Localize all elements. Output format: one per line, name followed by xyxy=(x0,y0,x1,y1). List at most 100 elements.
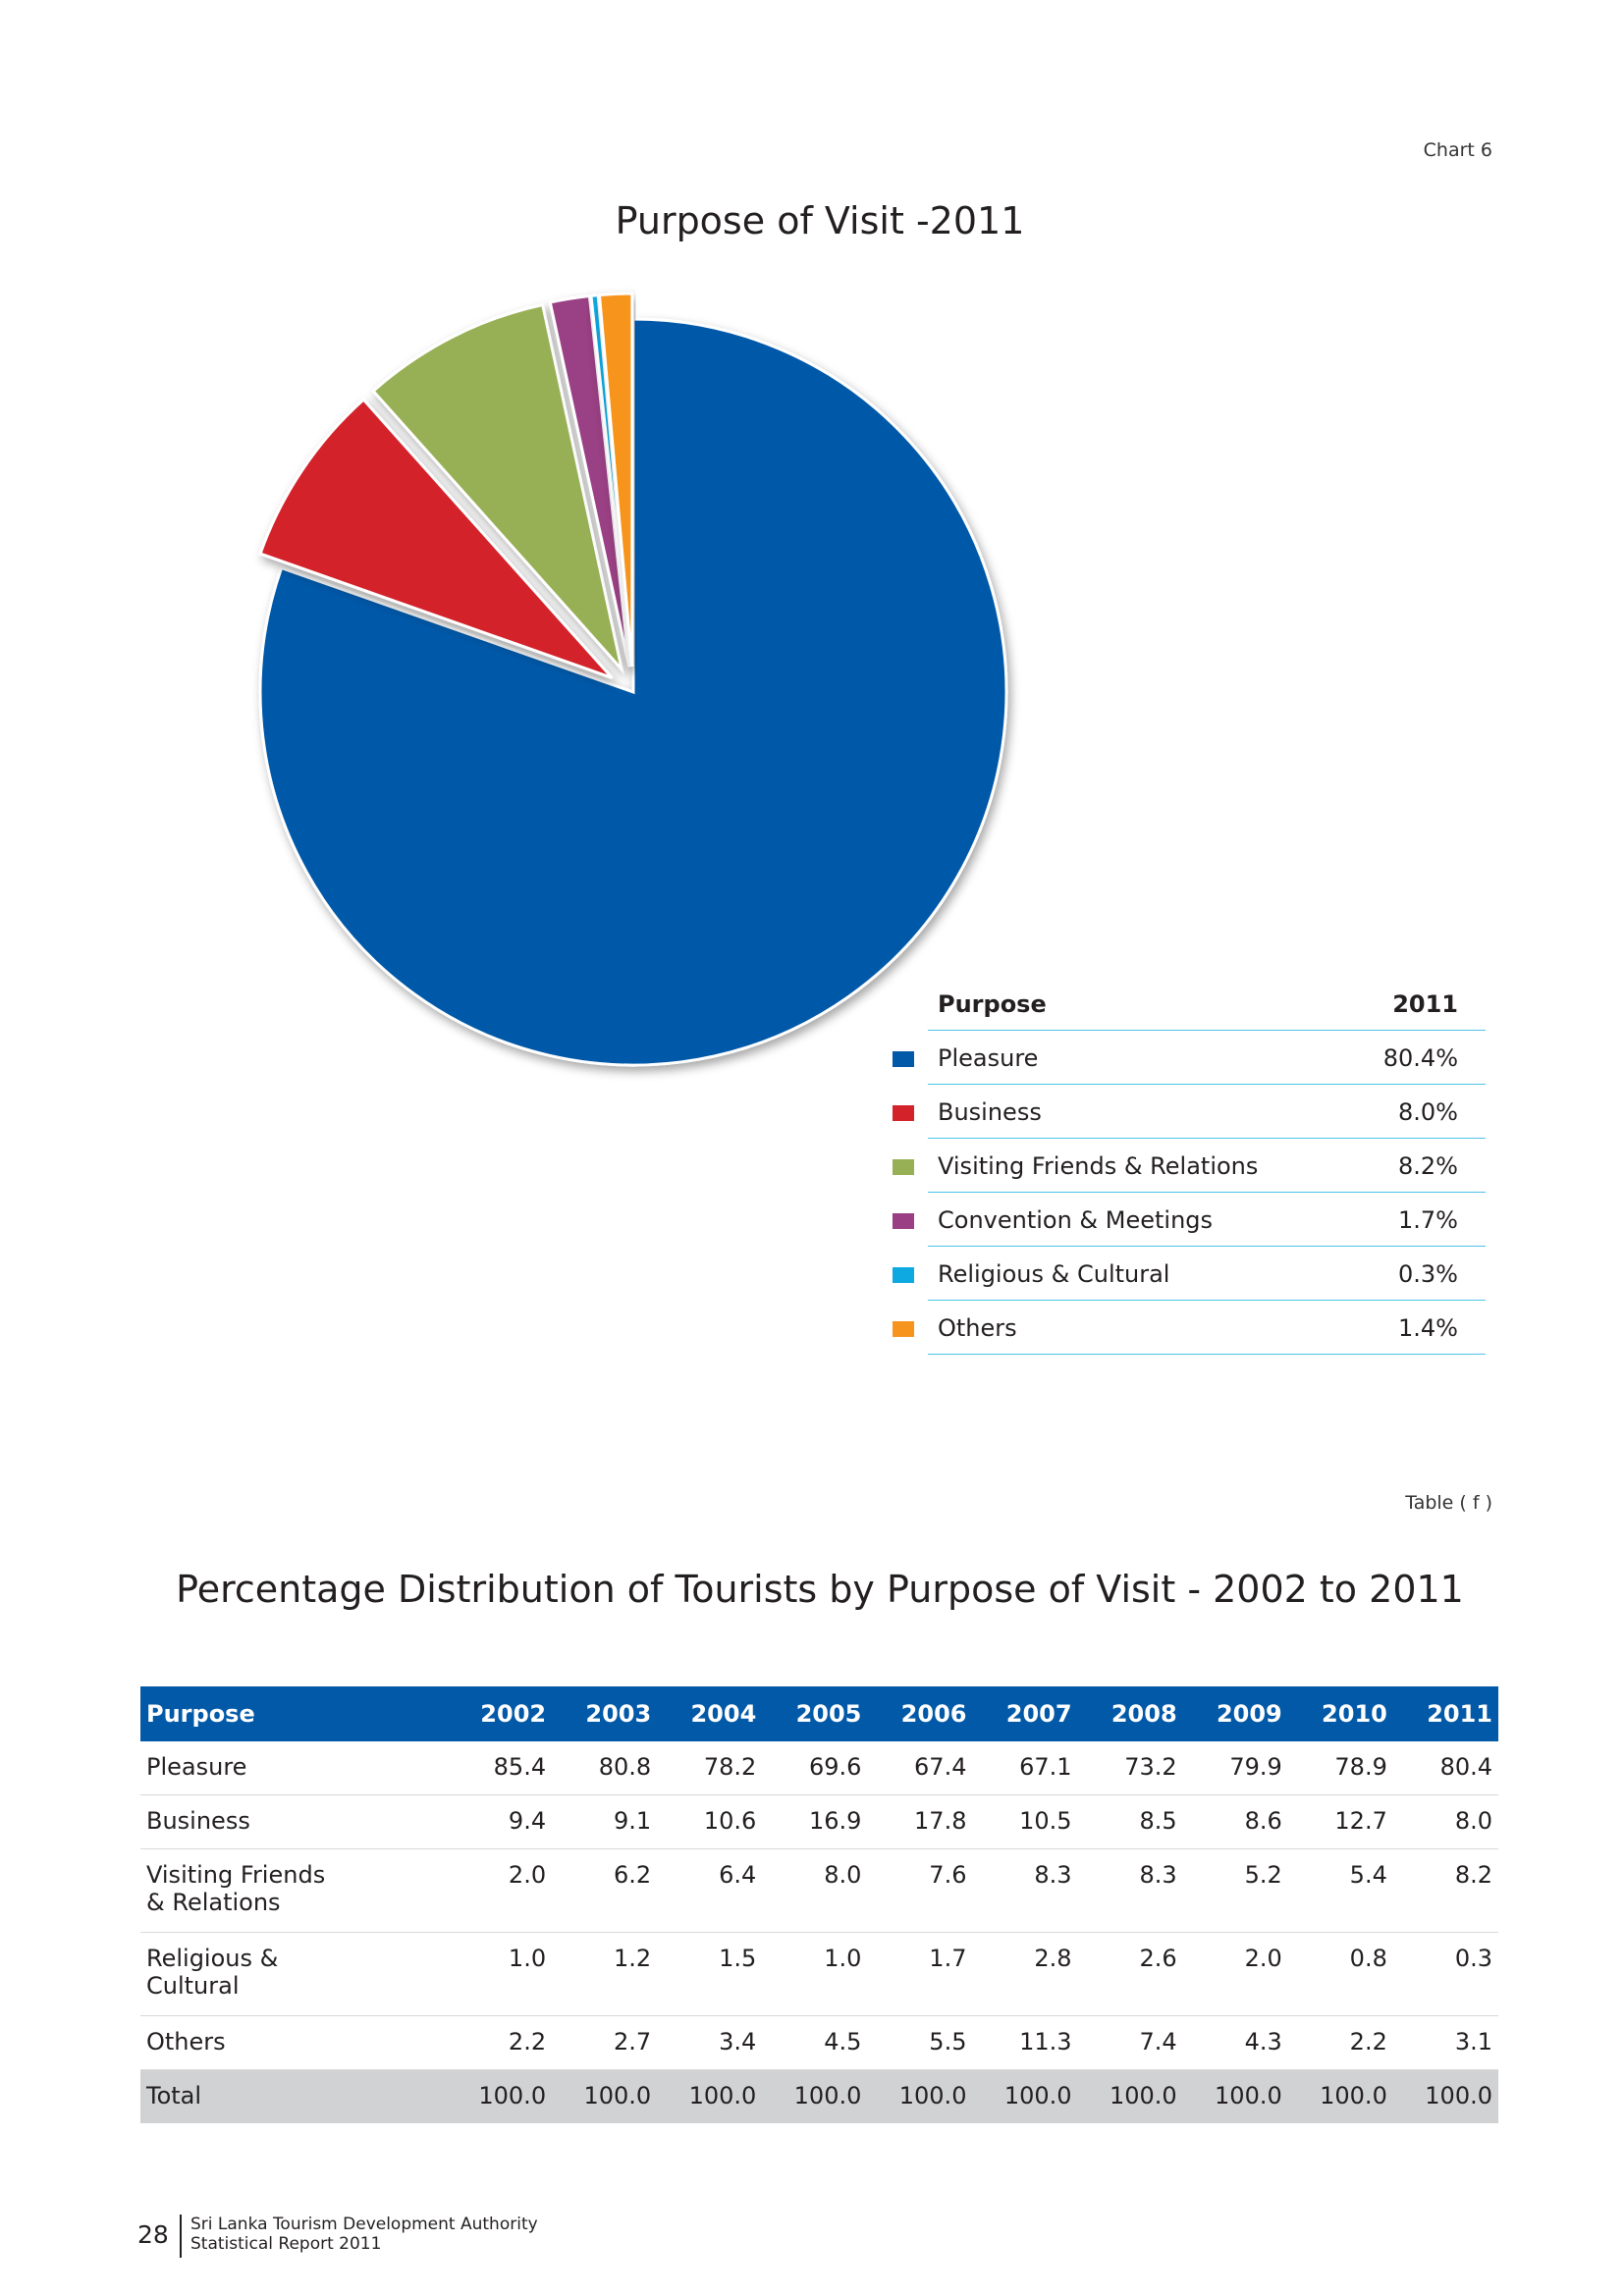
pie-slice-visiting-friends-and-relations xyxy=(370,302,624,675)
legend-label: Others xyxy=(938,1314,1017,1342)
table-cell: 78.2 xyxy=(657,1741,763,1795)
row-label: Visiting Friends & Relations xyxy=(140,1848,447,1933)
table-cell: 1.5 xyxy=(657,1932,763,2016)
table-cell: 85.4 xyxy=(447,1741,553,1795)
table-cell: 3.1 xyxy=(1392,2015,1498,2070)
column-header-2011: 2011 xyxy=(1392,1686,1498,1741)
column-header-2003: 2003 xyxy=(552,1686,658,1741)
table-row-religious-and-cultural: Religious & Cultural 1.0 1.2 1.5 1.0 1.7 2.8 2.6… xyxy=(140,1932,1498,2016)
column-header-2008: 2008 xyxy=(1077,1686,1183,1741)
table-cell: 1.7 xyxy=(867,1932,973,2016)
legend-row-business: Business 8.0% xyxy=(893,1085,1486,1139)
table-cell: 100.0 xyxy=(762,2069,868,2123)
table-cell: 3.4 xyxy=(657,2015,763,2070)
footer-divider xyxy=(180,2215,182,2258)
pie-chart-title: Purpose of Visit -2011 xyxy=(615,199,1025,242)
table-cell: 100.0 xyxy=(1392,2069,1498,2123)
table-cell: 100.0 xyxy=(972,2069,1078,2123)
table-cell: 8.3 xyxy=(1077,1848,1183,1933)
pie-slice-pleasure xyxy=(258,317,1008,1067)
table-cell: 9.1 xyxy=(552,1794,658,1849)
page-number: 28 xyxy=(137,2220,169,2249)
table-cell: 78.9 xyxy=(1287,1741,1393,1795)
table-cell: 2.7 xyxy=(552,2015,658,2070)
table-cell: 4.3 xyxy=(1182,2015,1288,2070)
legend-value: 8.0% xyxy=(1398,1098,1458,1126)
footer-report-name: Statistical Report 2011 xyxy=(190,2234,382,2254)
table-cell: 73.2 xyxy=(1077,1741,1183,1795)
table-cell: 0.3 xyxy=(1392,1932,1498,2016)
table-cell: 80.8 xyxy=(552,1741,658,1795)
table-cell: 6.4 xyxy=(657,1848,763,1933)
table-cell: 2.0 xyxy=(447,1848,553,1933)
table-cell: 12.7 xyxy=(1287,1794,1393,1849)
row-label: Business xyxy=(140,1794,447,1849)
legend-label: Visiting Friends & Relations xyxy=(938,1152,1259,1180)
table-cell: 8.3 xyxy=(972,1848,1078,1933)
legend-swatch xyxy=(893,1321,914,1337)
legend-value: 80.4% xyxy=(1382,1044,1458,1072)
legend-swatch xyxy=(893,1213,914,1229)
column-header-purpose: Purpose xyxy=(140,1686,447,1741)
table-cell: 2.8 xyxy=(972,1932,1078,2016)
table-cell: 69.6 xyxy=(762,1741,868,1795)
table-cell: 2.0 xyxy=(1182,1932,1288,2016)
pie-slice-others xyxy=(597,292,634,667)
table-cell: 1.2 xyxy=(552,1932,658,2016)
table-cell: 100.0 xyxy=(657,2069,763,2123)
table-cell: 1.0 xyxy=(762,1932,868,2016)
legend-label: Convention & Meetings xyxy=(938,1206,1214,1234)
legend-row-religious-and-cultural: Religious & Cultural 0.3% xyxy=(893,1247,1486,1301)
legend-value: 0.3% xyxy=(1398,1260,1458,1288)
column-header-2010: 2010 xyxy=(1287,1686,1393,1741)
table-cell: 100.0 xyxy=(867,2069,973,2123)
table-row-others: Others 2.2 2.7 3.4 4.5 5.5 11.3 7.4 4.3 2.2 3.1 xyxy=(140,2015,1498,2070)
table-cell: 16.9 xyxy=(762,1794,868,1849)
legend-row-pleasure: Pleasure 80.4% xyxy=(893,1031,1486,1085)
table-cell: 8.0 xyxy=(762,1848,868,1933)
table-row-total: Total 100.0 100.0 100.0 100.0 100.0 100.0 100.0… xyxy=(140,2069,1498,2123)
column-header-2004: 2004 xyxy=(657,1686,763,1741)
table-cell: 100.0 xyxy=(1287,2069,1393,2123)
legend-row-convention-and-meetings: Convention & Meetings 1.7% xyxy=(893,1193,1486,1247)
table-cell: 0.8 xyxy=(1287,1932,1393,2016)
table-cell: 10.6 xyxy=(657,1794,763,1849)
legend-swatch xyxy=(893,1267,914,1283)
table-number-label: Table ( f ) xyxy=(1405,1492,1492,1514)
table-cell: 100.0 xyxy=(1077,2069,1183,2123)
table-cell: 8.0 xyxy=(1392,1794,1498,1849)
purpose-distribution-table: Purpose 2002 2003 2004 2005 2006 2007 2008 2009 2… xyxy=(140,1686,1498,2123)
pie-legend-table: Purpose 2011 Pleasure 80.4% Business 8.0% Vi… xyxy=(889,977,1486,1355)
table-row-pleasure: Pleasure 85.4 80.8 78.2 69.6 67.4 67.1 73.2 79.9… xyxy=(140,1741,1498,1795)
table-cell: 2.6 xyxy=(1077,1932,1183,2016)
row-label: Total xyxy=(140,2069,447,2123)
legend-swatch xyxy=(893,1159,914,1175)
table-cell: 11.3 xyxy=(972,2015,1078,2070)
legend-label: Business xyxy=(938,1098,1042,1126)
table-cell: 100.0 xyxy=(447,2069,553,2123)
table-cell: 7.6 xyxy=(867,1848,973,1933)
table-cell: 4.5 xyxy=(762,2015,868,2070)
table-cell: 5.5 xyxy=(867,2015,973,2070)
table-cell: 7.4 xyxy=(1077,2015,1183,2070)
column-header-2009: 2009 xyxy=(1182,1686,1288,1741)
table-title: Percentage Distribution of Tourists by P… xyxy=(176,1568,1464,1611)
table-cell: 5.4 xyxy=(1287,1848,1393,1933)
pie-slice-business xyxy=(258,397,614,679)
table-cell: 80.4 xyxy=(1392,1741,1498,1795)
legend-label: Pleasure xyxy=(938,1044,1039,1072)
pie-slice-convention-and-meetings xyxy=(548,294,631,667)
table-row-visiting-friends-and-relations: Visiting Friends & Relations 2.0 6.2 6.4 8.0 7… xyxy=(140,1848,1498,1933)
column-header-2006: 2006 xyxy=(867,1686,973,1741)
pie-chart xyxy=(258,292,1008,1067)
table-cell: 100.0 xyxy=(1182,2069,1288,2123)
footer-organization: Sri Lanka Tourism Development Authority xyxy=(190,2215,538,2234)
legend-swatch xyxy=(893,1051,914,1067)
table-cell: 67.4 xyxy=(867,1741,973,1795)
legend-value: 1.4% xyxy=(1398,1314,1458,1342)
legend-header-purpose: Purpose xyxy=(938,990,1047,1018)
table-header-row: Purpose 2002 2003 2004 2005 2006 2007 2008 2009 2… xyxy=(140,1686,1498,1741)
table-row-business: Business 9.4 9.1 10.6 16.9 17.8 10.5 8.5 8.6 12.7… xyxy=(140,1794,1498,1849)
column-header-2005: 2005 xyxy=(762,1686,868,1741)
table-cell: 9.4 xyxy=(447,1794,553,1849)
